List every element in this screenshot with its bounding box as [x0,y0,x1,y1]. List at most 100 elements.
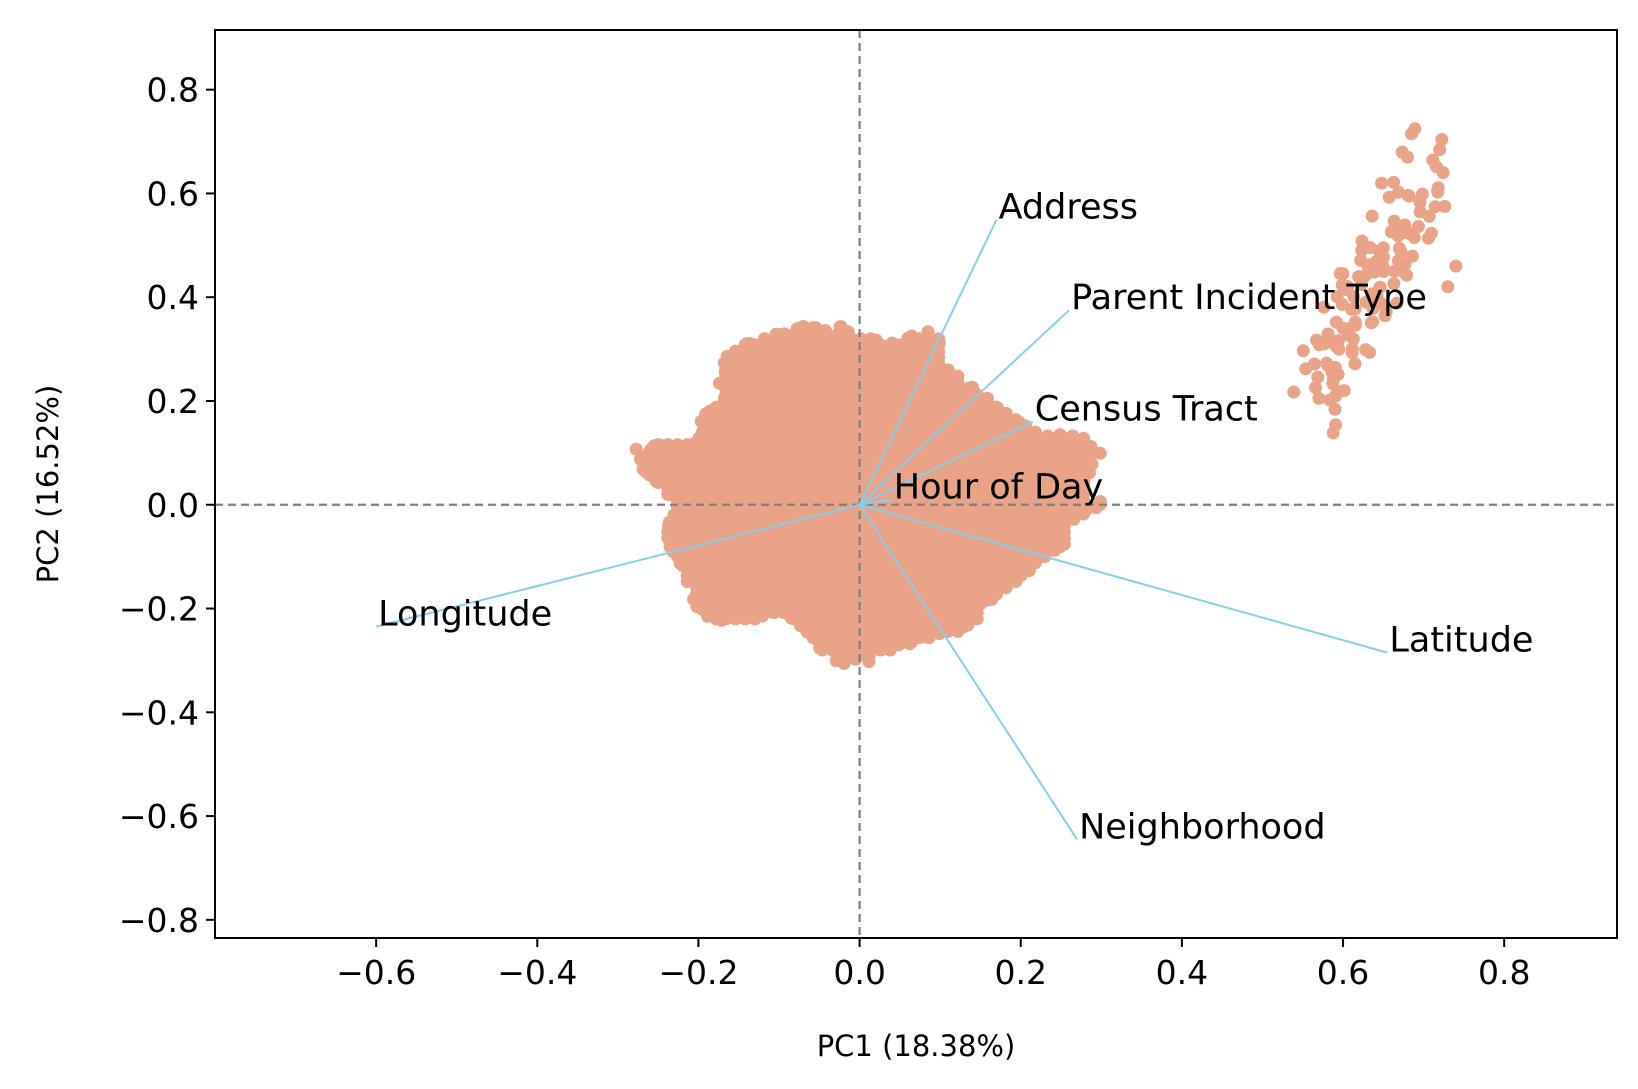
scatter-point [990,400,1004,414]
loading-label: Parent Incident Type [1071,278,1427,318]
scatter-point [1299,362,1313,376]
loading-label: Census Tract [1035,390,1258,430]
scatter-point [1400,268,1414,282]
y-tick-label: −0.2 [119,590,199,629]
y-tick-label: −0.6 [119,797,199,836]
scatter-point [1341,324,1355,338]
scatter-point [835,332,849,346]
y-axis-title: PC2 (16.52%) [31,385,65,584]
scatter-point [1438,200,1452,213]
scatter-point [1329,339,1343,353]
scatter-point [767,332,781,346]
scatter-point [758,332,771,346]
scatter-point [1435,133,1449,146]
scatter-point [1328,402,1342,416]
scatter-point [748,338,762,352]
scatter-point [1358,269,1372,283]
scatter-point [1388,264,1401,278]
scatter-point [1359,295,1373,309]
scatter-point [1296,344,1310,358]
scatter-point [1337,384,1351,398]
scatter-point [912,332,926,346]
scatter-point [1364,316,1378,330]
scatter-point [661,438,675,452]
scatter-point [1330,290,1344,304]
x-tick-label: 0.0 [833,953,885,992]
scatter-point [961,382,975,395]
scatter-point [1433,143,1447,157]
scatter-point [1312,338,1326,352]
scatter-point [1311,370,1325,384]
scatter-point [777,332,791,346]
scatter-point [1387,214,1401,228]
scatter-point [1348,357,1362,371]
scatter-point [1038,431,1052,445]
scatter-point [1328,360,1342,374]
scatter-point [1411,220,1425,233]
scatter-point [834,320,848,334]
scatter-point [1397,225,1411,239]
scatter-point [874,338,887,352]
scatter-point [1355,243,1369,257]
loading-vector [858,309,1070,506]
scatter-point [738,338,752,352]
scatter-point [1309,381,1322,395]
loading-vector [858,504,1078,840]
loading-label: Neighborhood [1079,807,1325,847]
x-tick-label: 0.4 [1156,953,1208,992]
scatter-point [1077,431,1091,445]
y-tick-label: 0.8 [147,71,199,110]
scatter-point [1413,205,1427,219]
scatter-point [1436,166,1450,180]
scatter-point [1361,259,1375,273]
scatter-point [1398,257,1412,271]
scatter-point [941,363,955,377]
scatter-point [1067,431,1081,445]
y-tick-label: −0.8 [119,901,199,940]
scatter-point [1387,175,1401,189]
loading-label: Longitude [378,595,552,635]
scatter-point [1392,185,1406,199]
scatter-point [1326,426,1340,440]
loading-label: Hour of Day [894,468,1103,508]
scatter-point [671,438,684,452]
scatter-point [806,332,820,346]
y-axis: −0.8 −0.6 −0.4 −0.2 0.0 0.2 0.4 0.6 0.8 [119,71,215,940]
plot-frame [214,29,1618,939]
scatter-point [922,332,936,346]
scatter-point [1355,234,1369,248]
scatter-point [1287,385,1301,399]
y-tick-label: −0.4 [119,693,199,732]
scatter-point [1345,346,1359,360]
scatter-point [1048,431,1062,445]
x-tick-label: 0.2 [995,953,1047,992]
y-tick-label: 0.4 [147,278,199,317]
scatter-point [1390,296,1404,310]
x-tick-label: −0.4 [497,953,577,992]
y-tick-label: 0.2 [147,382,199,421]
scatter-point [1365,209,1379,223]
scatter-point [1387,277,1401,291]
scatter-point [709,400,723,414]
scatter-point [634,451,648,465]
loading-vector [859,503,1388,654]
x-tick-label: −0.6 [336,953,416,992]
scatter-point [700,406,713,420]
x-tick-label: 0.6 [1317,953,1369,992]
y-tick-label: 0.0 [147,486,199,525]
loading-vector [375,503,860,628]
scatter-point [1348,302,1362,316]
loading-vector [859,420,1034,506]
loading-labels: Address Parent Incident Type Census Tract H… [378,187,1533,847]
scatter-point [1441,280,1455,294]
scatter-point [816,332,829,346]
x-axis-title: PC1 (18.38%) [817,1029,1016,1063]
scatter-point [729,344,742,358]
scatter-point [719,357,733,371]
scatter-point [1057,431,1071,445]
scatter-point [661,525,675,539]
scatter-point [1377,251,1390,264]
scatter-point [854,332,868,346]
scatter-point [825,332,839,346]
